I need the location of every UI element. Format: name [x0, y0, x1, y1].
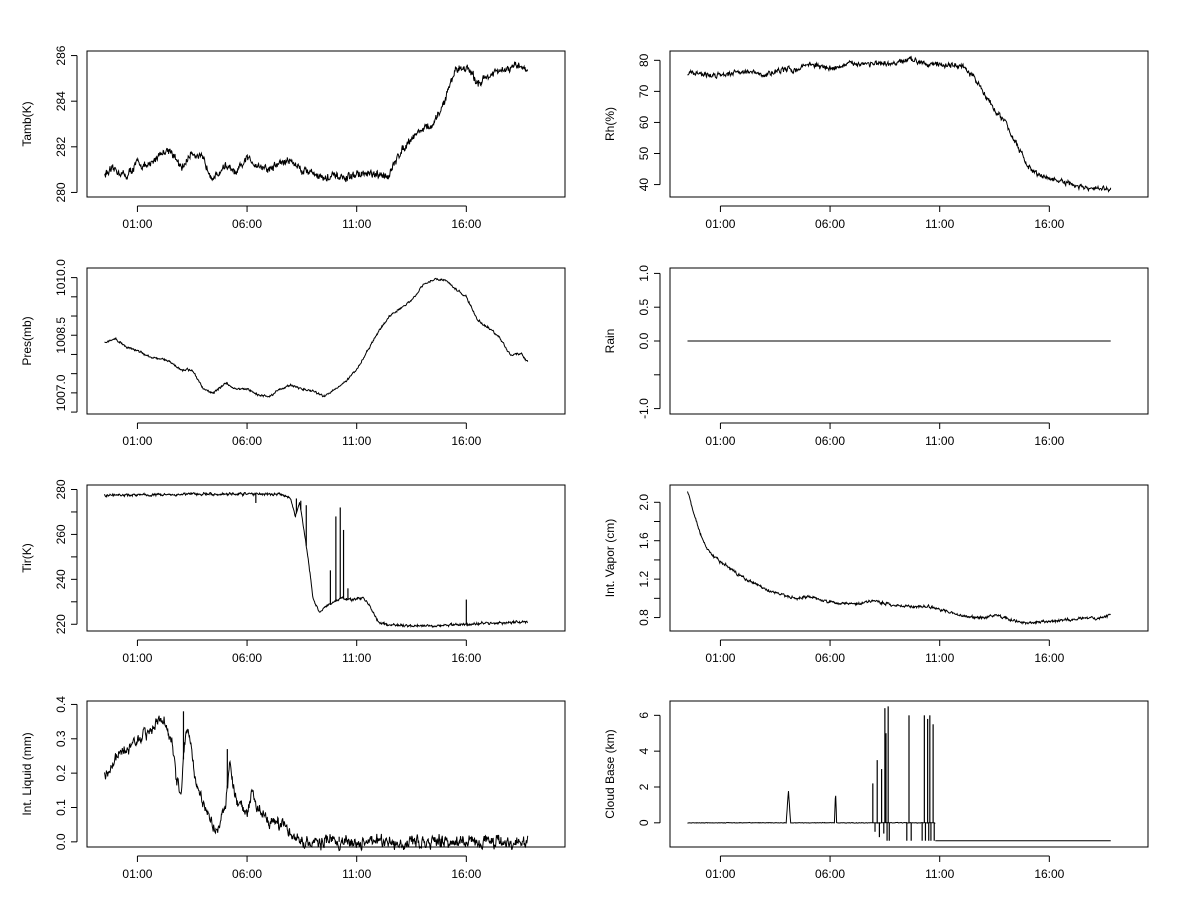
- x-tick-label: 16:00: [451, 651, 481, 665]
- y-tick-label: 280: [54, 479, 68, 499]
- x-tick-label: 16:00: [1034, 217, 1064, 231]
- x-tick-label: 16:00: [1034, 434, 1064, 448]
- x-tick-label: 06:00: [232, 217, 262, 231]
- x-tick-label: 06:00: [232, 651, 262, 665]
- panel-cloudbase: 01:00 06:00 11:00 16:00 0 2 4 6 Cloud Base (km): [603, 700, 1149, 881]
- y-tick-label: 0.3: [54, 730, 68, 747]
- y-axis-label: Cloud Base (km): [603, 729, 617, 818]
- y-axis-label: Rain: [603, 329, 617, 354]
- y-tick-label: 60: [637, 115, 651, 129]
- x-tick-label: 01:00: [122, 867, 152, 881]
- y-tick-label: 0.5: [637, 299, 651, 316]
- series-line-rh: [687, 55, 1112, 193]
- plot-frame: [669, 50, 1149, 198]
- y-tick-label: 1008.5: [54, 317, 68, 354]
- y-axis-label: Tir(K): [20, 543, 34, 573]
- x-tick-label: 11:00: [925, 434, 954, 448]
- y-tick-label: 0: [637, 819, 651, 826]
- x-tick-label: 06:00: [815, 217, 845, 231]
- x-tick-label: 11:00: [925, 651, 954, 665]
- plot-frame: [86, 267, 566, 415]
- plot-frame: [669, 267, 1149, 415]
- x-tick-label: 16:00: [1034, 867, 1064, 881]
- panel-liquid: 01:00 06:00 11:00 16:00 0.0 0.1 0.2 0.3 0.4 Int. …: [20, 696, 566, 881]
- y-axis-label: Pres(mb): [20, 316, 34, 365]
- x-tick-label: 06:00: [815, 651, 845, 665]
- y-axis-label: Tamb(K): [20, 101, 34, 146]
- y-tick-label: 50: [637, 147, 651, 161]
- y-tick-label: 0.0: [54, 833, 68, 850]
- y-tick-label: 4: [637, 748, 651, 755]
- y-tick-label: 286: [54, 45, 68, 65]
- y-tick-label: 80: [637, 53, 651, 67]
- y-tick-label: 260: [54, 524, 68, 544]
- y-tick-label: 1.6: [637, 532, 651, 549]
- x-tick-label: 06:00: [232, 434, 262, 448]
- x-tick-label: 01:00: [705, 651, 735, 665]
- y-tick-label: 1010.0: [54, 259, 68, 296]
- y-tick-label: -1.0: [637, 398, 651, 419]
- x-tick-label: 16:00: [451, 434, 481, 448]
- series-line-liquid: [104, 715, 529, 852]
- y-tick-label: 0.0: [637, 332, 651, 349]
- x-tick-label: 11:00: [342, 217, 371, 231]
- y-tick-label: 0.8: [637, 609, 651, 626]
- x-tick-label: 01:00: [122, 434, 152, 448]
- y-tick-label: 6: [637, 712, 651, 719]
- plot-frame: [669, 700, 1149, 848]
- plot-frame: [86, 50, 566, 198]
- y-tick-label: 0.2: [54, 764, 68, 781]
- panel-rh: 01:00 06:00 11:00 16:00 40 50 60 70 80 Rh(%): [603, 50, 1149, 231]
- y-tick-label: 2.0: [637, 494, 651, 511]
- y-tick-label: 0.1: [54, 799, 68, 816]
- x-tick-label: 16:00: [1034, 651, 1064, 665]
- y-tick-label: 282: [54, 136, 68, 156]
- y-tick-label: 240: [54, 569, 68, 589]
- y-tick-label: 284: [54, 91, 68, 111]
- panel-pres: 01:00 06:00 11:00 16:00 1007.0 1008.5 1010.0 Pr…: [20, 259, 566, 448]
- x-tick-label: 01:00: [122, 651, 152, 665]
- y-tick-label: 1.0: [637, 265, 651, 282]
- x-tick-label: 11:00: [925, 217, 954, 231]
- x-tick-label: 11:00: [342, 434, 371, 448]
- y-tick-label: 70: [637, 84, 651, 98]
- x-tick-label: 01:00: [705, 867, 735, 881]
- x-tick-label: 16:00: [451, 867, 481, 881]
- plot-frame: [86, 700, 566, 848]
- series-line-tamb: [104, 60, 529, 183]
- x-tick-label: 11:00: [925, 867, 954, 881]
- x-tick-label: 11:00: [342, 651, 371, 665]
- panel-tamb: 01:00 06:00 11:00 16:00 280 282 284 286 Tamb(K): [20, 45, 566, 231]
- x-tick-label: 01:00: [705, 434, 735, 448]
- plot-frame: [86, 484, 566, 632]
- series-line-vapor: [687, 491, 1111, 626]
- panel-rain: 01:00 06:00 11:00 16:00 -1.0 0.0 0.5 1.0 Rain: [603, 265, 1149, 448]
- panel-tir: 01:00 06:00 11:00 16:00 220 240 260 280 Tir(K): [20, 479, 566, 665]
- x-tick-label: 06:00: [815, 434, 845, 448]
- y-axis-label: Int. Liquid (mm): [20, 732, 34, 815]
- y-tick-label: 0.4: [54, 696, 68, 713]
- y-tick-label: 220: [54, 614, 68, 634]
- y-tick-label: 2: [637, 783, 651, 790]
- y-axis-label: Int. Vapor (cm): [603, 519, 617, 597]
- x-tick-label: 01:00: [705, 217, 735, 231]
- x-tick-label: 16:00: [451, 217, 481, 231]
- x-tick-label: 06:00: [815, 867, 845, 881]
- series-line-cloudbase: [687, 791, 936, 824]
- series-line-pres: [104, 277, 529, 398]
- x-tick-label: 11:00: [342, 867, 371, 881]
- series-line-tir: [104, 491, 528, 629]
- y-tick-label: 280: [54, 182, 68, 202]
- plot-frame: [669, 484, 1149, 632]
- y-tick-label: 1007.0: [54, 374, 68, 411]
- panel-vapor: 01:00 06:00 11:00 16:00 0.8 1.2 1.6 2.0 Int. Vap…: [603, 484, 1149, 665]
- x-tick-label: 01:00: [122, 217, 152, 231]
- y-axis-label: Rh(%): [603, 107, 617, 141]
- y-tick-label: 40: [637, 178, 651, 192]
- y-tick-label: 1.2: [637, 570, 651, 587]
- x-tick-label: 06:00: [232, 867, 262, 881]
